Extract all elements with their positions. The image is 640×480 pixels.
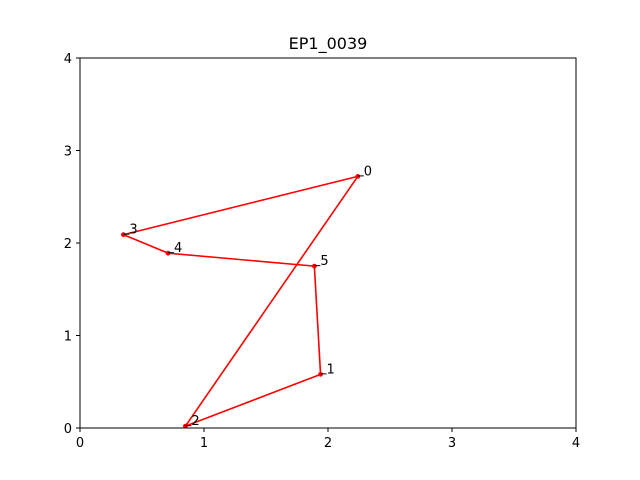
plot-frame [79,57,577,429]
y-tick-label: 2 [64,237,72,252]
series-segment [122,175,359,236]
series-lines [122,175,359,427]
point-label: 1 [327,362,335,377]
point-marker [121,232,126,238]
series-segment [313,265,322,376]
series-segment [122,233,169,254]
series-segment [167,252,316,267]
point-label: 0 [364,164,372,179]
y-tick-label: 3 [64,145,72,160]
x-tick-label: 2 [324,436,332,451]
point-marker [165,250,171,256]
chart-title: EP1_0039 [289,34,368,54]
point-label: 3 [129,223,137,238]
series-segment [184,175,359,427]
series-segment [184,373,322,427]
point-labels: 0 1 2 3 4 5 [123,164,372,429]
point-label: 5 [320,254,328,269]
y-tick-label: 0 [64,422,72,437]
y-tick-label: 4 [64,52,72,67]
point-label: 4 [174,241,182,256]
point-label: 2 [191,414,199,429]
y-tick-label: 1 [64,330,72,345]
x-tick-label: 1 [200,436,208,451]
x-tick-label: 4 [572,436,580,451]
x-tick-label: 0 [76,436,84,451]
series-markers [121,174,361,429]
x-tick-label: 3 [448,436,456,451]
